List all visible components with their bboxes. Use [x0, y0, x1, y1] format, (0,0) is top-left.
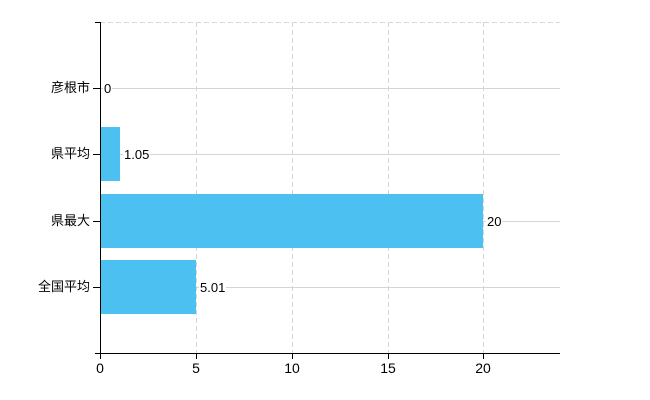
category-label: 全国平均 — [37, 279, 90, 294]
value-label: 0 — [103, 81, 113, 96]
x-axis-line — [95, 353, 560, 354]
x-tick-label: 10 — [284, 360, 300, 376]
category-label: 県最大 — [50, 213, 90, 228]
value-label: 5.01 — [199, 280, 227, 295]
chart-bar — [100, 194, 483, 248]
value-label: 20 — [486, 214, 503, 229]
x-tick-mark — [483, 354, 484, 359]
y-tick-mark — [93, 154, 100, 155]
x-tick-label: 5 — [192, 360, 200, 376]
category-label: 県平均 — [50, 146, 90, 161]
value-label: 1.05 — [123, 147, 151, 162]
plot-area — [100, 22, 560, 353]
x-tick-mark — [388, 354, 389, 359]
gridline-horizontal — [100, 88, 560, 89]
y-axis-top-tick — [95, 22, 100, 23]
y-tick-mark — [93, 88, 100, 89]
x-tick-mark — [196, 354, 197, 359]
x-tick-mark — [292, 354, 293, 359]
x-tick-mark — [100, 354, 101, 359]
gridline-vertical — [292, 22, 293, 353]
gridline-horizontal — [100, 154, 560, 155]
chart-bar — [100, 260, 196, 314]
plot-top-border — [100, 22, 560, 23]
x-tick-label: 20 — [475, 360, 491, 376]
x-tick-label: 15 — [380, 360, 396, 376]
chart-bar — [100, 127, 120, 181]
gridline-horizontal — [100, 287, 560, 288]
y-tick-mark — [93, 221, 100, 222]
gridline-vertical — [388, 22, 389, 353]
x-tick-label: 0 — [96, 360, 104, 376]
y-tick-mark — [93, 287, 100, 288]
category-label: 彦根市 — [50, 80, 90, 95]
gridline-vertical — [483, 22, 484, 353]
gridline-vertical — [196, 22, 197, 353]
y-axis-line — [100, 22, 101, 353]
